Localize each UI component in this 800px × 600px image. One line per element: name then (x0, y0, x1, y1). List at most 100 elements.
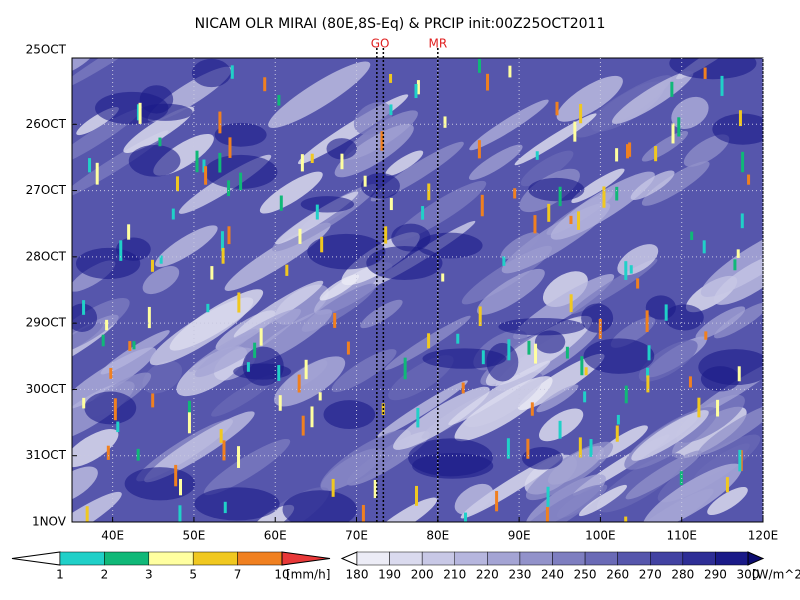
rain-speck (626, 144, 630, 159)
rain-speck (389, 197, 393, 211)
rain-speck (136, 448, 140, 461)
rain-speck (624, 261, 628, 280)
rain-speck (690, 231, 694, 241)
colorbar-label: 180 (346, 568, 369, 582)
colorbar-swatch (192, 551, 238, 566)
dark-patch (645, 295, 676, 320)
colorbar-swatch (421, 551, 455, 566)
cloud-streak (259, 171, 323, 214)
rain-speck (277, 94, 281, 106)
rain-speck (579, 103, 583, 124)
rain-speck (219, 429, 223, 443)
rain-speck (389, 73, 393, 83)
colorbar-swatch (682, 551, 716, 566)
dark-patch (528, 177, 585, 202)
rain-speck (646, 367, 650, 378)
rain-speck (82, 397, 86, 409)
rain-speck (171, 208, 175, 220)
cloud-streak (72, 108, 141, 168)
cloud-streak (72, 58, 96, 76)
y-tick-label: 31OCT (26, 448, 67, 462)
rain-speck (598, 318, 602, 339)
field (72, 58, 763, 522)
colorbar-high (281, 551, 331, 566)
colorbar-units: [W/m^2] (752, 568, 800, 582)
x-tick-label: 120E (748, 529, 779, 543)
dark-patch (300, 196, 355, 213)
y-tick-label: 25OCT (26, 43, 67, 57)
rain-speck (259, 328, 263, 346)
dark-patch (194, 487, 280, 521)
cloud-streak (536, 384, 579, 413)
rain-speck (175, 176, 179, 192)
cloud-streak (189, 328, 257, 372)
colorbar-swatch (584, 551, 618, 566)
dark-patch (669, 58, 757, 80)
rain-speck (526, 438, 530, 459)
cloud-streak (571, 168, 625, 204)
cloud-streak (631, 410, 709, 461)
rain-speck (654, 146, 658, 162)
cloud-streak (671, 96, 709, 129)
x-tick-label: 100E (585, 529, 616, 543)
cloud-streak (683, 134, 730, 167)
colorbar-swatch (148, 551, 194, 566)
dark-patch (75, 247, 141, 280)
rain-speck (109, 367, 113, 379)
marker-label: MR (428, 37, 447, 51)
rain-speck (737, 366, 741, 382)
cloud-streak (320, 429, 411, 491)
colorbar-label: 240 (541, 568, 564, 582)
rain-speck (116, 421, 120, 433)
cloud-streak (371, 497, 438, 522)
colorbar-label: 200 (411, 568, 434, 582)
rain-speck (246, 362, 250, 372)
colorbar-swatch (356, 551, 390, 566)
rain-speck (671, 123, 675, 144)
cloud-streak (707, 487, 748, 516)
cloud-streak (142, 360, 183, 394)
rain-speck (584, 367, 588, 376)
dark-patch (128, 144, 181, 177)
rain-speck (513, 188, 517, 199)
rain-speck (478, 306, 482, 327)
rain-speck (636, 278, 640, 289)
dark-patch (581, 303, 614, 333)
rain-speck (237, 292, 241, 313)
dark-patch (84, 391, 137, 425)
rain-speck (703, 67, 707, 79)
dark-patch (408, 438, 493, 477)
colorbar-low (340, 551, 358, 566)
colorbar-label: 190 (378, 568, 401, 582)
rain-speck (113, 398, 117, 421)
rain-speck (179, 478, 183, 496)
rain-speck (697, 397, 701, 418)
colorbar-swatch (519, 551, 553, 566)
rain-speck (615, 186, 619, 201)
rain-speck (456, 333, 460, 344)
cloud-streak (469, 99, 549, 151)
rain-speck (716, 399, 720, 417)
y-tick-label: 28OCT (26, 249, 67, 263)
cloud-streak (203, 438, 291, 496)
cloud-streak (360, 299, 403, 329)
rain-speck (416, 407, 420, 428)
rain-speck (384, 226, 388, 244)
dark-patch (698, 349, 763, 386)
colorbar-swatch (650, 551, 684, 566)
rain-speck (414, 84, 418, 99)
rain-speck (629, 265, 633, 274)
rain-speck (237, 446, 241, 468)
cloud-streak (454, 483, 494, 515)
dark-patch (214, 122, 267, 147)
rain-speck (677, 117, 681, 137)
colorbar-swatch (552, 551, 586, 566)
colorbar-swatch (59, 551, 105, 566)
rain-speck (558, 420, 562, 439)
cloud-streak (268, 61, 371, 129)
rain-speck (702, 240, 706, 254)
rain-speck (646, 375, 650, 393)
rain-speck (278, 395, 282, 411)
colorbar-label: 300 (737, 568, 760, 582)
dark-patch (204, 154, 278, 189)
